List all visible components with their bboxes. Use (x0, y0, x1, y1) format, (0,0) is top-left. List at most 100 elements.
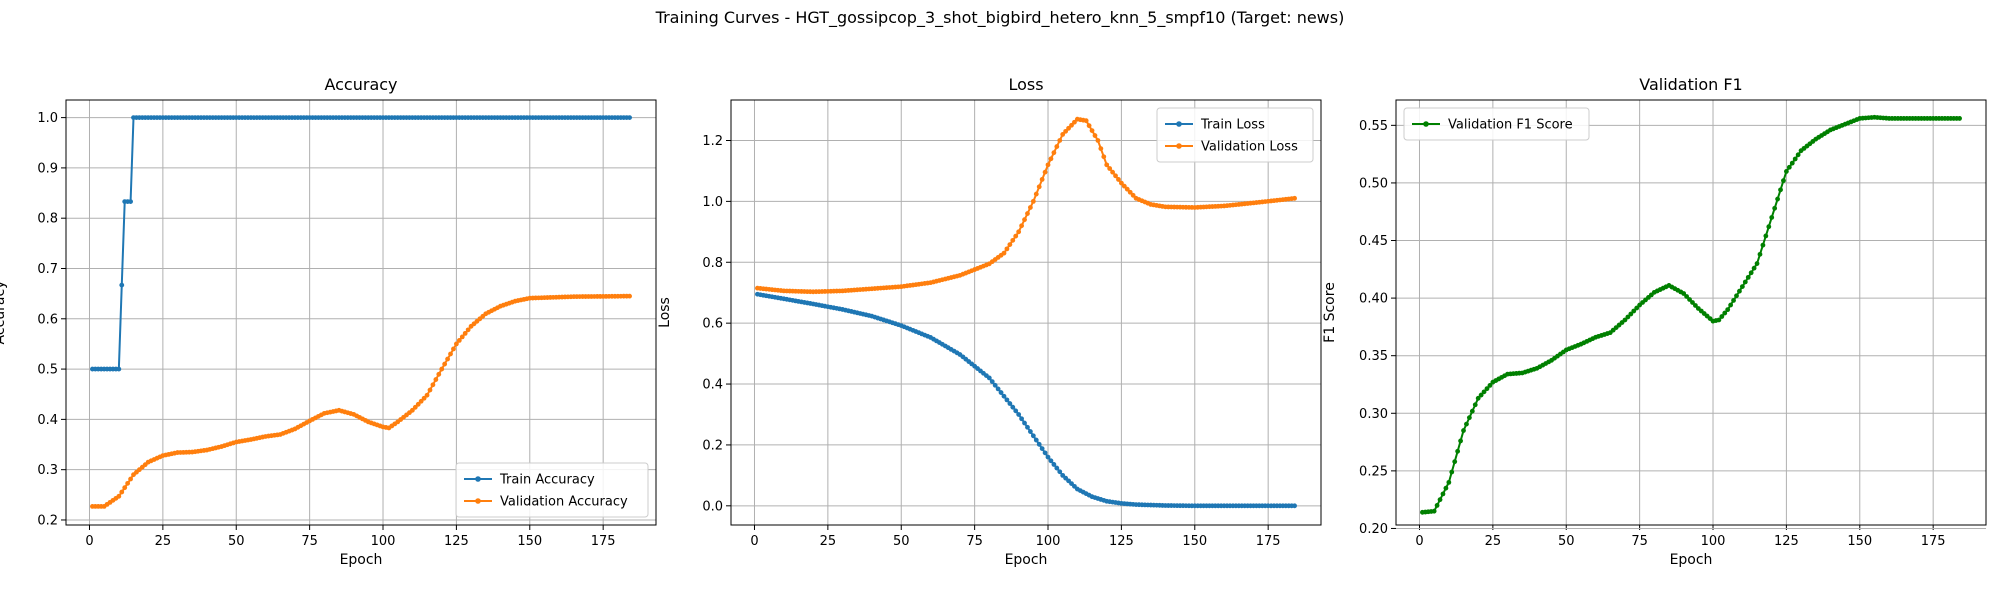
chart-2-data-point (1631, 308, 1637, 314)
chart-1-data-point (1036, 441, 1042, 447)
chart-2-data-point (1443, 485, 1449, 491)
chart-2-series-0 (1420, 114, 1962, 515)
chart-0-xtick-label: 175 (591, 534, 616, 549)
chart-2-ytick-label: 0.55 (1359, 119, 1388, 134)
chart-1-data-point (1092, 133, 1098, 138)
chart-2-data-point (1628, 311, 1634, 317)
chart-2-data-point (1745, 274, 1751, 280)
chart-2-data-point (1731, 298, 1736, 303)
chart-1-data-point (1051, 150, 1057, 156)
chart-0-xtick-label: 125 (444, 534, 469, 549)
chart-1-data-point (1022, 217, 1027, 223)
chart-2-data-point (1766, 224, 1772, 230)
chart-2-data-point (1461, 428, 1466, 433)
chart-2-data-point (1778, 187, 1783, 193)
chart-2-xtick-label: 25 (1485, 534, 1502, 549)
chart-2-data-point (1434, 503, 1440, 508)
chart-0-data-point (119, 489, 125, 495)
chart-1-ytick-label: 0.2 (702, 438, 723, 453)
chart-0-xtick-label: 100 (371, 534, 396, 549)
chart-1-data-point (1104, 162, 1110, 168)
chart-1-series-1 (755, 116, 1297, 295)
chart-1-data-point (1110, 169, 1115, 175)
chart-0-ytick-label: 0.9 (37, 161, 58, 176)
chart-1-data-point (1101, 154, 1107, 160)
chart-2-data-point (1769, 215, 1775, 220)
chart-1-xtick-label: 0 (750, 534, 758, 549)
chart-1-data-point (1042, 169, 1048, 175)
chart-2-data-point (1748, 270, 1754, 276)
chart-0-data-point (462, 330, 468, 336)
chart-2-data-point (1472, 402, 1478, 408)
chart-0-legend-marker (475, 476, 481, 482)
chart-1-data-point (1004, 246, 1010, 252)
chart-1-data-point (1127, 189, 1133, 195)
chart-2-legend-marker (1423, 121, 1429, 127)
chart-2-data-point (1754, 261, 1760, 266)
chart-2-data-point (1625, 314, 1631, 320)
chart-2-ytick-label: 0.20 (1359, 522, 1388, 537)
chart-1-data-point (1028, 429, 1033, 434)
chart-2-title: Validation F1 (1639, 75, 1742, 94)
chart-2-data-point (1789, 160, 1795, 166)
chart-1-data-point (995, 386, 1001, 392)
chart-0-data-point (448, 351, 453, 357)
chart-1-data-point (1095, 138, 1101, 143)
chart-0-xtick-label: 25 (155, 534, 172, 549)
chart-1-data-point (1001, 250, 1007, 256)
chart-2-data-point (1693, 303, 1698, 308)
chart-2-data-point (1440, 491, 1446, 497)
chart-1-data-point (1033, 191, 1039, 197)
chart-1-data-point (1028, 205, 1033, 210)
chart-2-legend: Validation F1 Score (1403, 107, 1590, 141)
chart-2-data-point (1795, 152, 1801, 158)
chart-1-data-point (1116, 177, 1121, 182)
chart-1-ytick-label: 1.0 (702, 195, 723, 210)
chart-1-xlabel: Epoch (1005, 552, 1048, 568)
chart-1-data-point (1045, 162, 1051, 168)
chart-2-data-point (1775, 196, 1780, 202)
chart-2-data-point (1431, 508, 1437, 514)
chart-2-data-point (1784, 169, 1789, 174)
chart-0-data-point (442, 361, 448, 367)
chart-2-ytick-label: 0.50 (1359, 176, 1388, 191)
chart-0-data-point (122, 485, 128, 491)
chart-0-xtick-label: 150 (517, 534, 542, 549)
chart-1-data-point (1001, 393, 1007, 399)
chart-2-data-point (1739, 284, 1745, 289)
chart-0-legend-label: Validation Accuracy (500, 495, 628, 510)
chart-1-title: Loss (1008, 75, 1043, 94)
chart-2-ytick-label: 0.25 (1359, 464, 1388, 479)
chart-1-data-point (1124, 186, 1130, 192)
chart-0-data-point (128, 199, 133, 205)
chart-2-series-line (1422, 116, 1960, 514)
chart-1-data-point (1004, 397, 1010, 403)
chart-1-data-point (1063, 128, 1069, 134)
chart-0-frame (65, 99, 657, 526)
figure-title: Training Curves - HGT_gossipcop_3_shot_b… (655, 8, 1345, 27)
chart-0-data-point (430, 382, 436, 388)
chart-1-data-point (1048, 458, 1054, 464)
chart-2-xtick-label: 175 (1921, 534, 1946, 549)
chart-1-data-point (1089, 128, 1095, 134)
chart-1-ytick-label: 1.2 (702, 134, 723, 149)
chart-0-ytick-label: 0.7 (37, 262, 58, 277)
chart-2-data-point (1742, 279, 1748, 285)
chart-2-data-point (1634, 305, 1640, 311)
chart-1-data-point (998, 390, 1004, 395)
chart-2-data-point (1446, 479, 1452, 485)
chart-1-data-point (1048, 156, 1054, 162)
chart-2-data-point (1737, 288, 1742, 294)
chart-2-ytick-label: 0.30 (1359, 407, 1388, 422)
chart-0-data-point (445, 356, 450, 362)
chart-1-xtick-label: 25 (820, 534, 837, 549)
chart-1-ylabel: Loss (657, 297, 673, 328)
chart-2-data-point (1466, 415, 1472, 421)
chart-0-legend-label: Train Accuracy (499, 473, 595, 488)
chart-1-xtick-label: 100 (1036, 534, 1061, 549)
chart-1-data-point (1030, 433, 1036, 439)
chart-0-data-point (119, 282, 125, 288)
chart-1-data-point (989, 379, 995, 385)
chart-1-data-point (1019, 416, 1024, 422)
